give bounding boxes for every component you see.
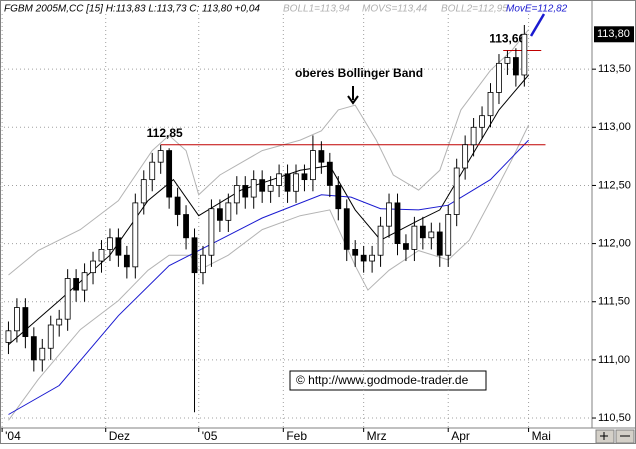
candle-body	[259, 179, 266, 192]
candle-body	[90, 260, 96, 274]
candle-body	[301, 173, 308, 181]
x-tick-label: Feb	[286, 429, 307, 443]
copyright: © http://www.godmode-trader.de	[296, 373, 469, 387]
candle-body	[394, 202, 401, 244]
candle-body	[470, 126, 477, 146]
candle-body	[132, 202, 139, 268]
header-text: BOLL2=112,95	[441, 4, 508, 15]
candle-body	[30, 336, 37, 361]
candle-body	[504, 57, 511, 64]
candle-body	[22, 307, 29, 338]
candle-body	[403, 243, 409, 250]
candle-body	[267, 185, 274, 192]
candle-body	[419, 225, 426, 239]
candle-body	[479, 115, 485, 128]
candle-body	[115, 237, 122, 256]
last-price-label: 113,80	[597, 28, 630, 40]
candle-body	[445, 214, 452, 256]
candle-body	[56, 318, 63, 326]
candle-body	[200, 254, 206, 274]
candle-body	[436, 231, 443, 256]
candle-body	[284, 173, 291, 192]
copyright-box	[289, 370, 487, 391]
x-tick-label: Mrz	[367, 429, 387, 443]
y-tick-label: 112,00	[598, 238, 631, 250]
candle-body	[250, 179, 257, 198]
x-tick-label: Dez	[109, 429, 130, 443]
candle-body	[5, 330, 12, 343]
candle-body	[293, 173, 299, 192]
candle-body	[453, 167, 460, 215]
candle-body	[352, 249, 359, 256]
indicator-line	[8, 124, 530, 421]
candle-body	[174, 196, 181, 215]
candle-body	[216, 208, 223, 221]
header-text: MovE=112,82	[506, 4, 568, 15]
candle-body	[428, 231, 435, 239]
candle-body	[166, 150, 173, 198]
candle-body	[157, 150, 164, 163]
annotation-arrow	[347, 86, 359, 105]
candle-body	[98, 249, 105, 262]
y-tick-label: 112,50	[598, 179, 631, 191]
y-tick-label: 111,00	[598, 354, 630, 366]
y-tick-label: 113,00	[598, 121, 631, 133]
candle-body	[343, 208, 350, 250]
drawn-line	[529, 13, 546, 37]
candle-body	[310, 150, 316, 181]
candle-body	[496, 62, 502, 93]
candle-body	[377, 225, 384, 256]
candle-body	[326, 161, 333, 186]
x-tick-label: Apr	[451, 429, 470, 443]
candle-body	[81, 272, 88, 291]
candle-body	[386, 202, 392, 227]
candle-body	[183, 214, 189, 239]
candle-body	[47, 324, 54, 349]
indicator-line	[8, 29, 529, 276]
candle-body	[335, 185, 342, 210]
level-label: 112,85	[147, 126, 183, 140]
header-text: FGBM 2005M,CC [15] H:113,83 L:113,73 C: …	[4, 4, 260, 15]
x-tick-label: '05	[202, 429, 218, 443]
level-label: 113,66	[489, 32, 525, 46]
indicator-line	[8, 139, 529, 415]
candle-body	[107, 237, 113, 250]
candle-body	[521, 33, 528, 76]
last-price-box	[594, 26, 634, 43]
y-tick-label: 111,50	[598, 296, 630, 308]
y-tick-label: 110,50	[598, 412, 631, 424]
candle-body	[149, 161, 156, 181]
candle-body	[233, 185, 240, 204]
candle-body	[487, 92, 494, 117]
x-tick-label: Mai	[532, 429, 551, 443]
header-text: MOVS=113,44	[362, 4, 428, 15]
candle-body	[39, 347, 46, 361]
candle-body	[318, 150, 325, 163]
candle-body	[512, 57, 519, 76]
header-text: BOLL1=113,94	[283, 4, 350, 15]
candle-body	[123, 254, 130, 268]
candle-body	[360, 254, 367, 262]
annotation: oberes Bollinger Band	[295, 66, 423, 80]
candle-body	[225, 202, 232, 221]
candle-body	[276, 173, 282, 186]
scroll-icon	[600, 432, 608, 440]
candle-body	[73, 278, 80, 291]
candle-body	[411, 225, 418, 250]
candle-body	[462, 144, 469, 169]
x-tick-label: '04	[5, 429, 21, 443]
candle-body	[191, 237, 198, 274]
candle-body	[208, 208, 215, 256]
candle-body	[242, 185, 249, 198]
candle-body	[369, 254, 376, 262]
candle-body	[140, 179, 147, 204]
candle-body	[14, 307, 20, 332]
y-tick-label: 113,50	[598, 63, 631, 75]
candle-body	[64, 278, 71, 320]
